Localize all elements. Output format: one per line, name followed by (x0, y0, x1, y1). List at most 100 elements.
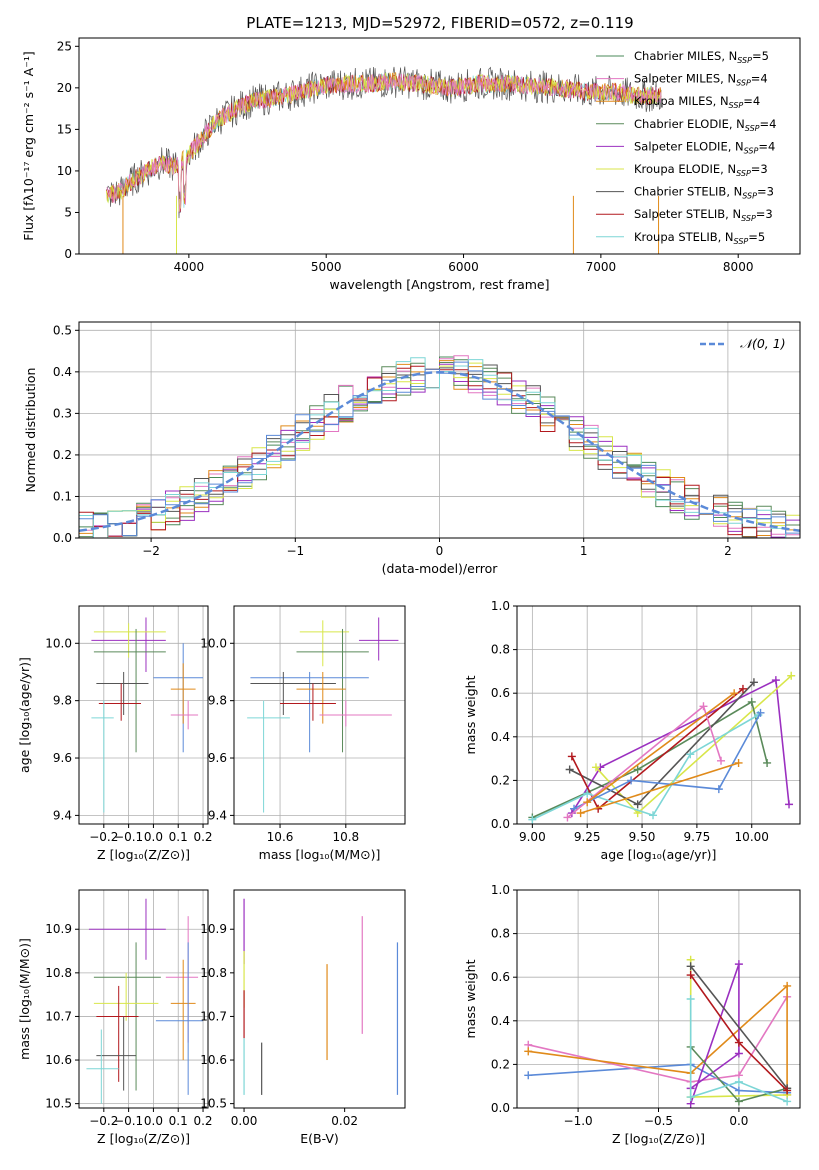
chart-title: PLATE=1213, MJD=52972, FIBERID=0572, z=0… (246, 14, 633, 32)
y-tick-label: 9.6 (208, 751, 227, 765)
x-tick-label: 4000 (174, 260, 205, 274)
y-tick-label: 10.9 (200, 922, 227, 936)
x-tick-label: 5000 (311, 260, 342, 274)
y-tick-label: 0.0 (491, 817, 510, 831)
histogram-series (79, 357, 800, 538)
y-tick-label: 9.8 (208, 694, 227, 708)
y-tick-label: 10.8 (200, 966, 227, 980)
x-tick-label: −1 (286, 544, 304, 558)
legend-subscript: SSP (744, 146, 759, 155)
y-tick-label: 0.2 (53, 448, 72, 462)
x-axis-label: wavelength [Angstrom, rest frame] (329, 277, 549, 292)
legend-entry: 𝒩(0, 1) (740, 336, 786, 351)
weight-marker (686, 750, 695, 759)
weight-vs-age-panel: 9.00 9.25 9.50 9.75 10.00 0.0 0.2 0.4 0.6 0.8 1.0 a… (463, 599, 801, 862)
weight-series-line (571, 678, 790, 814)
age-vs-mass-panel: 10.6 10.8 9.4 9.6 9.8 10.0 mass [log₁₀(M/M⊙)] (200, 605, 406, 862)
legend-label: Salpeter STELIB, N (634, 207, 741, 221)
legend-count: =3 (757, 185, 774, 199)
weight-series-line (580, 762, 739, 814)
weight-marker (686, 995, 695, 1003)
x-tick-label: 10.8 (332, 830, 359, 844)
legend-count: =4 (758, 139, 775, 153)
weight-series-line (586, 692, 735, 803)
x-tick-label: 0.00 (231, 1114, 258, 1128)
y-tick-label: 0.8 (491, 927, 510, 941)
x-tick-label: 0 (436, 544, 444, 558)
weight-marker (783, 1097, 792, 1106)
weight-marker (524, 1071, 533, 1080)
weight-marker (763, 758, 772, 767)
weight-marker (734, 1038, 743, 1047)
weight-marker (734, 1086, 743, 1095)
x-tick-label: 10.6 (267, 830, 294, 844)
weight-marker (686, 971, 695, 980)
y-axis-label: Flux [fλ10⁻¹⁷ erg cm⁻² s⁻¹ A⁻¹] (21, 51, 36, 240)
x-tick-label: 9.50 (629, 830, 656, 844)
residual-panel: −2 −1 0 1 2 0.0 0.1 0.2 0.3 0.4 0.5 (data-model)/er… (23, 321, 801, 576)
x-tick-label: −1.0 (564, 1114, 593, 1128)
axes-frame (78, 37, 801, 255)
x-tick-label: 0.02 (331, 1114, 358, 1128)
legend-count: =5 (748, 230, 765, 244)
plot-area (243, 898, 399, 1095)
legend-count: =4 (760, 117, 777, 131)
axes-frame (78, 605, 209, 825)
x-tick-label: 9.75 (684, 830, 711, 844)
y-tick-label: 5 (64, 205, 72, 219)
legend-subscript: SSP (736, 79, 751, 88)
y-tick-label: 10.6 (200, 1053, 227, 1067)
x-axis-label: Z [log₁₀(Z/Z⊙)] (97, 1131, 190, 1146)
weight-vs-metallicity-panel: −1.0 −0.5 0.0 0.0 0.2 0.4 0.6 0.8 1.0 Z [log₁₀(Z/… (463, 883, 801, 1146)
weight-series-line (532, 700, 768, 819)
y-tick-label: 0.8 (491, 643, 510, 657)
y-axis-label: mass weight (463, 675, 478, 754)
x-tick-label: 0.0 (729, 1114, 748, 1128)
x-tick-label: 9.25 (574, 830, 601, 844)
plot-area (247, 617, 399, 813)
mass-vs-metallicity-panel: −0.2−0.1 0.0 0.1 0.2 10.5 10.6 10.7 10.8 10.9 Z [… (17, 889, 213, 1146)
y-tick-label: 9.8 (53, 694, 72, 708)
y-tick-label: 0 (64, 247, 72, 261)
legend-subscript: SSP (737, 56, 752, 65)
legend-subscript: SSP (741, 214, 756, 223)
legend-entry: Chabrier STELIB, NSSP=3 (634, 185, 774, 201)
weight-marker (583, 798, 592, 807)
weight-marker (699, 702, 708, 711)
weight-marker (583, 789, 592, 798)
legend-subscript: SSP (736, 169, 751, 178)
legend-label: Kroupa STELIB, N (634, 230, 734, 244)
x-tick-label: 6000 (448, 260, 479, 274)
legend-entry: Salpeter ELODIE, NSSP=4 (634, 139, 775, 155)
weight-marker (730, 689, 739, 698)
x-tick-label: 9.00 (519, 830, 546, 844)
x-axis-label: age [log₁₀(age/yr)] (601, 847, 717, 862)
y-axis-label: Normed distribution (23, 368, 38, 493)
weight-marker (649, 811, 658, 820)
axes-frame (516, 889, 801, 1109)
y-axis-label: age [log₁₀(age/yr)] (17, 657, 32, 773)
weight-marker (734, 1097, 743, 1106)
weight-marker (734, 1049, 743, 1058)
y-tick-label: 10.5 (45, 1097, 72, 1111)
weight-marker (771, 676, 780, 685)
y-tick-label: 25 (57, 39, 72, 53)
y-tick-label: 9.4 (208, 808, 227, 822)
age-vs-metallicity-panel: −0.2−0.1 0.0 0.1 0.2 9.4 9.6 9.8 10.0 Z [log₁₀(Z… (17, 605, 213, 862)
y-tick-label: 0.0 (53, 531, 72, 545)
y-axis-label: mass [log₁₀(M/M⊙)] (17, 938, 32, 1060)
y-tick-label: 10.0 (45, 636, 72, 650)
plot-area (524, 955, 792, 1108)
x-axis-label: (data-model)/error (382, 561, 499, 576)
y-tick-label: 20 (57, 81, 72, 95)
y-tick-label: 0.5 (53, 323, 72, 337)
legend-label: Chabrier MILES, N (634, 49, 737, 63)
legend-entry: Salpeter STELIB, NSSP=3 (634, 207, 773, 223)
y-tick-label: 0.2 (491, 1057, 510, 1071)
spectrum-line (106, 73, 662, 213)
legend-subscript: SSP (742, 192, 757, 201)
legend-entry: Chabrier MILES, NSSP=5 (634, 49, 769, 65)
x-tick-label: −0.1 (114, 830, 143, 844)
x-tick-label: −0.1 (114, 1114, 143, 1128)
x-tick-label: −2 (142, 544, 160, 558)
